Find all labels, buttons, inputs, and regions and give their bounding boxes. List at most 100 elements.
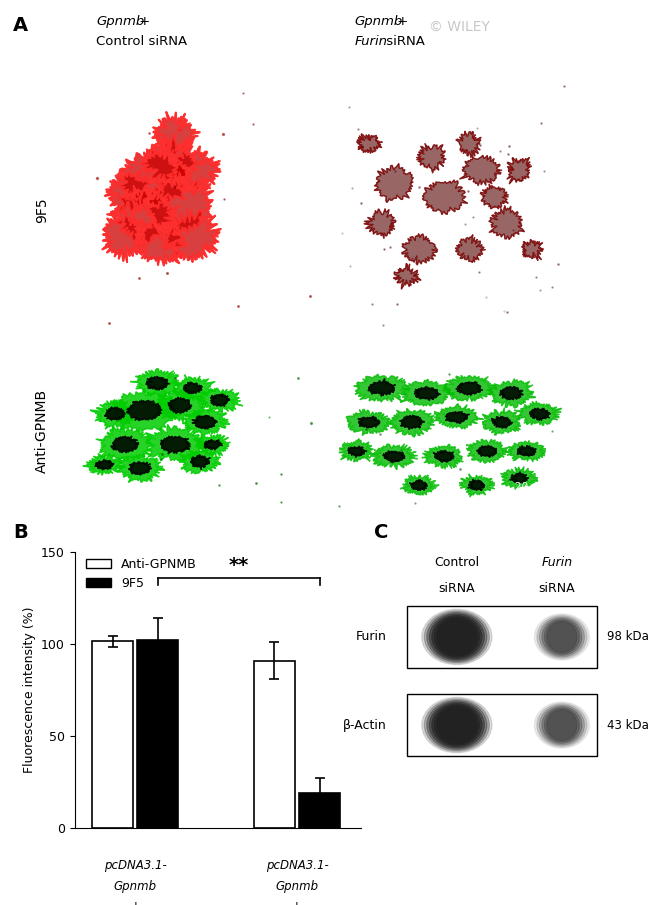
Ellipse shape <box>439 620 474 653</box>
Polygon shape <box>499 386 523 400</box>
Polygon shape <box>514 401 562 425</box>
Polygon shape <box>211 394 230 406</box>
Polygon shape <box>522 240 543 261</box>
Polygon shape <box>364 209 396 239</box>
Text: Gpnmb: Gpnmb <box>354 15 402 28</box>
Polygon shape <box>422 444 463 469</box>
Text: C: C <box>374 523 388 542</box>
Ellipse shape <box>545 620 579 653</box>
Polygon shape <box>204 440 223 450</box>
Bar <box>299 793 340 828</box>
Bar <box>137 641 178 828</box>
Polygon shape <box>119 145 194 208</box>
Text: Control siRNA: Control siRNA <box>96 35 187 48</box>
Polygon shape <box>83 453 125 475</box>
Legend: Anti-GPNMB, 9F5: Anti-GPNMB, 9F5 <box>81 553 202 595</box>
Bar <box>254 661 295 828</box>
Polygon shape <box>480 184 508 209</box>
Ellipse shape <box>432 703 482 747</box>
Polygon shape <box>126 400 162 421</box>
Polygon shape <box>168 397 192 414</box>
Polygon shape <box>487 378 536 408</box>
Polygon shape <box>152 112 200 161</box>
Polygon shape <box>414 386 441 400</box>
Polygon shape <box>199 388 243 414</box>
Text: pcDNA3.1-: pcDNA3.1- <box>104 860 166 872</box>
Ellipse shape <box>434 617 479 657</box>
Polygon shape <box>455 234 486 262</box>
Polygon shape <box>400 379 454 406</box>
Polygon shape <box>167 146 220 195</box>
Polygon shape <box>510 472 529 483</box>
Polygon shape <box>402 233 437 265</box>
Polygon shape <box>374 164 413 203</box>
Polygon shape <box>400 415 424 430</box>
Polygon shape <box>383 451 405 463</box>
Polygon shape <box>183 408 230 438</box>
Ellipse shape <box>427 700 487 749</box>
Polygon shape <box>410 480 428 491</box>
Bar <box>92 642 133 828</box>
Polygon shape <box>128 462 151 475</box>
Polygon shape <box>500 466 538 490</box>
Ellipse shape <box>534 702 590 748</box>
Ellipse shape <box>542 707 582 744</box>
Ellipse shape <box>542 618 582 655</box>
Polygon shape <box>193 433 230 457</box>
Polygon shape <box>110 388 183 432</box>
Polygon shape <box>157 209 221 262</box>
Polygon shape <box>173 375 216 401</box>
Text: siRNA: siRNA <box>382 35 425 48</box>
Polygon shape <box>489 205 525 240</box>
Text: Furin: Furin <box>541 556 573 568</box>
Polygon shape <box>179 450 221 474</box>
Polygon shape <box>111 436 139 453</box>
Text: **: ** <box>229 556 249 575</box>
Polygon shape <box>354 374 409 402</box>
Polygon shape <box>456 131 481 157</box>
Ellipse shape <box>537 615 587 659</box>
Polygon shape <box>357 134 382 153</box>
Text: pcDNA3.1-: pcDNA3.1- <box>266 860 328 872</box>
Text: 43 kDa: 43 kDa <box>607 719 649 731</box>
Y-axis label: Fluorescence intensity (%): Fluorescence intensity (%) <box>23 607 36 773</box>
Ellipse shape <box>534 614 590 660</box>
Polygon shape <box>422 180 467 214</box>
Polygon shape <box>456 382 482 395</box>
Polygon shape <box>517 445 536 456</box>
Polygon shape <box>116 453 164 482</box>
Text: 98 kDa: 98 kDa <box>607 631 649 643</box>
Ellipse shape <box>545 709 579 742</box>
Polygon shape <box>393 263 421 289</box>
Text: Gpnmb: Gpnmb <box>114 880 157 892</box>
Polygon shape <box>433 450 454 462</box>
Polygon shape <box>445 412 469 424</box>
Polygon shape <box>460 474 495 497</box>
Text: Gpnmb: Gpnmb <box>276 880 318 892</box>
Ellipse shape <box>424 611 489 663</box>
Polygon shape <box>146 424 208 462</box>
Polygon shape <box>491 416 513 428</box>
Text: Furin: Furin <box>356 631 387 643</box>
Ellipse shape <box>547 622 577 653</box>
Polygon shape <box>348 446 367 457</box>
Polygon shape <box>434 404 484 429</box>
Text: Gpnmb: Gpnmb <box>96 15 144 28</box>
Text: siRNA: siRNA <box>439 582 475 595</box>
Polygon shape <box>339 439 374 462</box>
Ellipse shape <box>434 705 479 745</box>
Text: +: + <box>292 900 302 905</box>
Ellipse shape <box>422 609 492 664</box>
Bar <box>407 694 597 756</box>
Text: +: + <box>130 900 140 905</box>
Polygon shape <box>460 156 502 186</box>
Polygon shape <box>400 475 439 495</box>
Polygon shape <box>150 387 207 422</box>
Polygon shape <box>358 416 380 428</box>
Text: 9F5: 9F5 <box>35 197 49 223</box>
Polygon shape <box>192 415 218 429</box>
Ellipse shape <box>422 698 492 753</box>
Polygon shape <box>529 408 551 421</box>
Text: β-Actin: β-Actin <box>343 719 387 731</box>
Text: Anti-GPNMB: Anti-GPNMB <box>35 389 49 472</box>
